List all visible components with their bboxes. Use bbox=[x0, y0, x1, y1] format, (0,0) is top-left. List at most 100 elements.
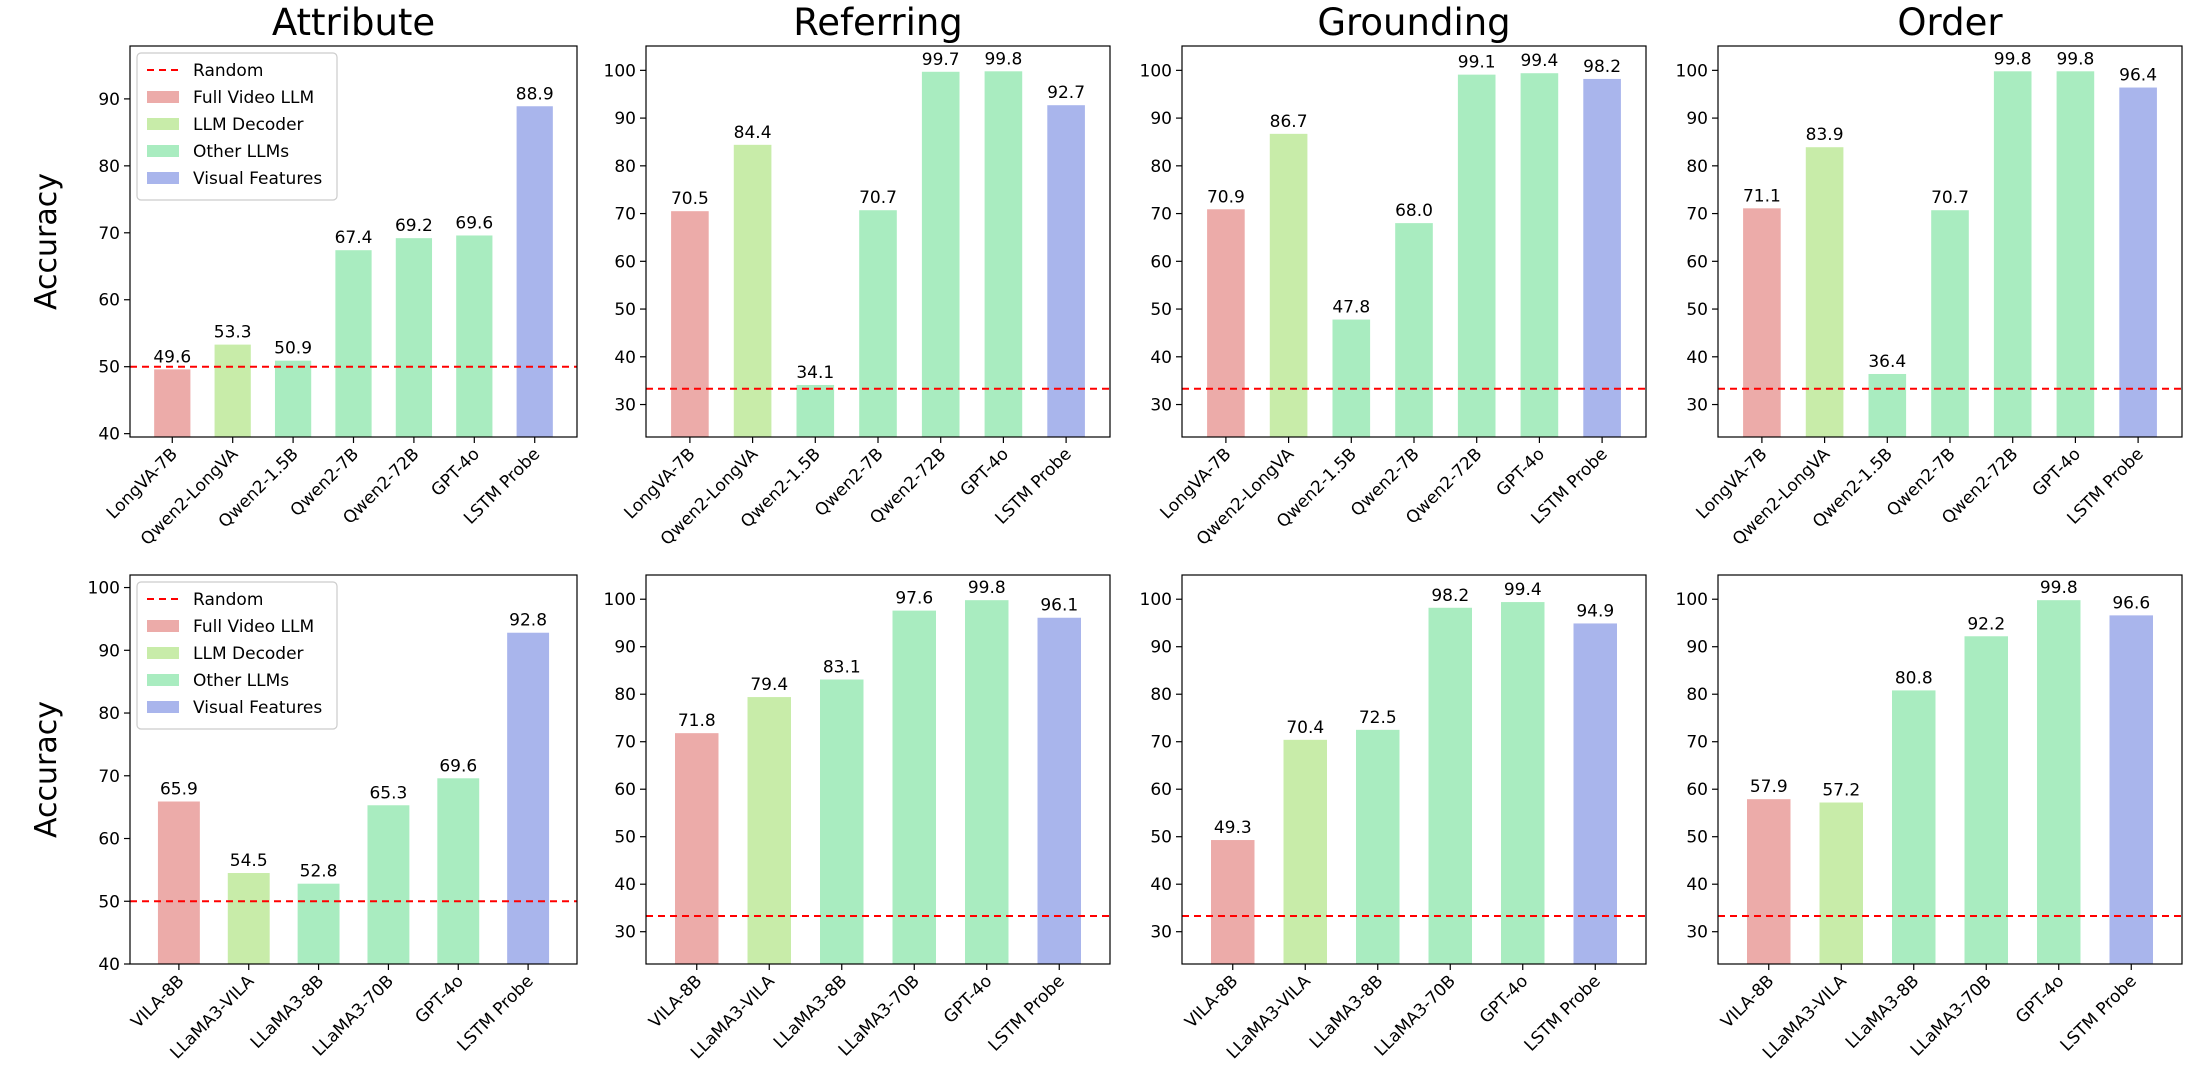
y-tick-label: 60 bbox=[1686, 252, 1708, 272]
y-tick-label: 50 bbox=[1686, 828, 1708, 848]
y-tick-label: 90 bbox=[614, 638, 636, 658]
legend-label: Random bbox=[193, 61, 263, 81]
bar bbox=[1993, 71, 2032, 438]
y-tick-label: 80 bbox=[1686, 157, 1708, 177]
bar bbox=[1047, 105, 1085, 437]
bar-value-label: 65.9 bbox=[160, 779, 198, 799]
bar-value-label: 70.4 bbox=[1286, 718, 1324, 738]
legend-label: Full Video LLM bbox=[193, 88, 314, 108]
bar bbox=[1269, 133, 1308, 438]
bar bbox=[297, 883, 340, 964]
y-tick-label: 30 bbox=[1150, 923, 1172, 943]
bar-value-label: 88.9 bbox=[516, 84, 554, 104]
y-tick-label: 40 bbox=[1686, 875, 1708, 895]
bar bbox=[2109, 615, 2153, 964]
bar-value-label: 34.1 bbox=[796, 363, 834, 383]
bar-value-label: 47.8 bbox=[1332, 298, 1370, 318]
bar bbox=[1868, 373, 1907, 437]
legend-swatch bbox=[147, 647, 179, 659]
legend-swatch bbox=[147, 674, 179, 686]
x-tick-label: GPT-4o bbox=[1493, 444, 1549, 500]
x-tick-label: GPT-4o bbox=[1476, 971, 1532, 1027]
legend-swatch bbox=[147, 118, 179, 130]
bar bbox=[820, 679, 864, 964]
bar-value-label: 69.6 bbox=[455, 213, 493, 233]
y-tick-label: 100 bbox=[1676, 590, 1708, 610]
x-tick-label: VILA-8B bbox=[645, 971, 706, 1032]
y-tick-label: 30 bbox=[1150, 396, 1172, 416]
bar-value-label: 83.1 bbox=[823, 657, 861, 677]
chart-title: Grounding bbox=[1317, 1, 1510, 44]
bar bbox=[1332, 319, 1371, 437]
x-tick-label: VILA-8B bbox=[1181, 971, 1242, 1032]
bar bbox=[984, 71, 1023, 438]
plot-frame bbox=[1181, 574, 1647, 965]
x-tick-label: GPT-4o bbox=[957, 444, 1013, 500]
bar bbox=[1283, 739, 1327, 964]
x-tick-label: LSTM Probe bbox=[2057, 971, 2141, 1055]
y-tick-label: 90 bbox=[98, 641, 120, 661]
bar bbox=[1428, 607, 1472, 964]
bar bbox=[157, 801, 200, 964]
y-tick-label: 50 bbox=[1150, 300, 1172, 320]
legend-label: Other LLMs bbox=[193, 142, 289, 162]
x-tick-label: GPT-4o bbox=[2012, 971, 2068, 1027]
y-tick-label: 80 bbox=[1150, 157, 1172, 177]
bar-value-label: 99.8 bbox=[984, 49, 1022, 69]
bar bbox=[733, 144, 772, 438]
chart-panel-4: 71.1 83.9 36.4 70.7 99.8 99.8 96.4 30 40 50 60 70 80… bbox=[1676, 1, 2183, 550]
y-tick-label: 100 bbox=[1676, 61, 1708, 81]
legend-box bbox=[136, 581, 338, 730]
y-tick-label: 50 bbox=[98, 892, 120, 912]
x-tick-label: LSTM Probe bbox=[1521, 971, 1605, 1055]
y-tick-label: 80 bbox=[1686, 685, 1708, 705]
bar bbox=[671, 211, 709, 437]
y-tick-label: 70 bbox=[614, 205, 636, 225]
y-tick-label: 90 bbox=[98, 90, 120, 110]
bar-value-label: 92.2 bbox=[1967, 614, 2005, 634]
y-tick-label: 100 bbox=[88, 579, 120, 599]
bar bbox=[892, 610, 936, 964]
bar-value-label: 99.8 bbox=[1994, 49, 2032, 69]
chart-panel-7: 49.3 70.4 72.5 98.2 99.4 94.9 30 40 50 60 70 80 90 10… bbox=[1140, 574, 1647, 1063]
bar bbox=[796, 384, 835, 437]
bar-value-label: 94.9 bbox=[1576, 601, 1614, 621]
bar bbox=[1501, 602, 1545, 964]
legend-swatch bbox=[147, 91, 179, 103]
bar-value-label: 70.7 bbox=[1931, 188, 1969, 208]
bar-value-label: 99.8 bbox=[2040, 578, 2078, 598]
legend-label: Visual Features bbox=[193, 698, 322, 718]
y-tick-label: 40 bbox=[1686, 348, 1708, 368]
x-tick-label: GPT-4o bbox=[940, 971, 996, 1027]
y-tick-label: 90 bbox=[1150, 638, 1172, 658]
chart-panel-6: 71.8 79.4 83.1 97.6 99.8 96.1 30 40 50 60 70 80 90 10… bbox=[604, 574, 1111, 1063]
bar bbox=[675, 733, 719, 964]
legend-box bbox=[136, 52, 338, 201]
y-tick-label: 60 bbox=[98, 291, 120, 311]
bar bbox=[747, 697, 791, 964]
y-tick-label: 40 bbox=[614, 875, 636, 895]
y-tick-label: 70 bbox=[1150, 733, 1172, 753]
y-tick-label: 100 bbox=[1140, 590, 1172, 610]
bar-value-label: 65.3 bbox=[369, 783, 407, 803]
bar bbox=[1356, 729, 1400, 964]
y-tick-label: 60 bbox=[614, 252, 636, 272]
bar bbox=[507, 632, 550, 964]
chart-panel-2: 70.5 84.4 34.1 70.7 99.7 99.8 92.7 30 40 50 60 70 80… bbox=[604, 1, 1111, 550]
legend-label: LLM Decoder bbox=[193, 115, 304, 135]
y-tick-label: 50 bbox=[1686, 300, 1708, 320]
x-tick-label: GPT-4o bbox=[412, 971, 468, 1027]
bar-value-label: 68.0 bbox=[1395, 201, 1433, 221]
bar bbox=[965, 600, 1009, 964]
bar-value-label: 99.8 bbox=[968, 578, 1006, 598]
legend: Random Full Video LLM LLM Decoder Other LLM… bbox=[136, 52, 338, 201]
bar bbox=[921, 71, 960, 438]
bar-value-label: 99.7 bbox=[922, 50, 960, 70]
bar bbox=[1892, 690, 1936, 964]
y-tick-label: 100 bbox=[604, 590, 636, 610]
bar bbox=[1583, 78, 1621, 437]
bar bbox=[1819, 802, 1863, 964]
y-tick-label: 90 bbox=[1686, 638, 1708, 658]
bar bbox=[1805, 147, 1844, 437]
bar-value-label: 79.4 bbox=[750, 675, 788, 695]
